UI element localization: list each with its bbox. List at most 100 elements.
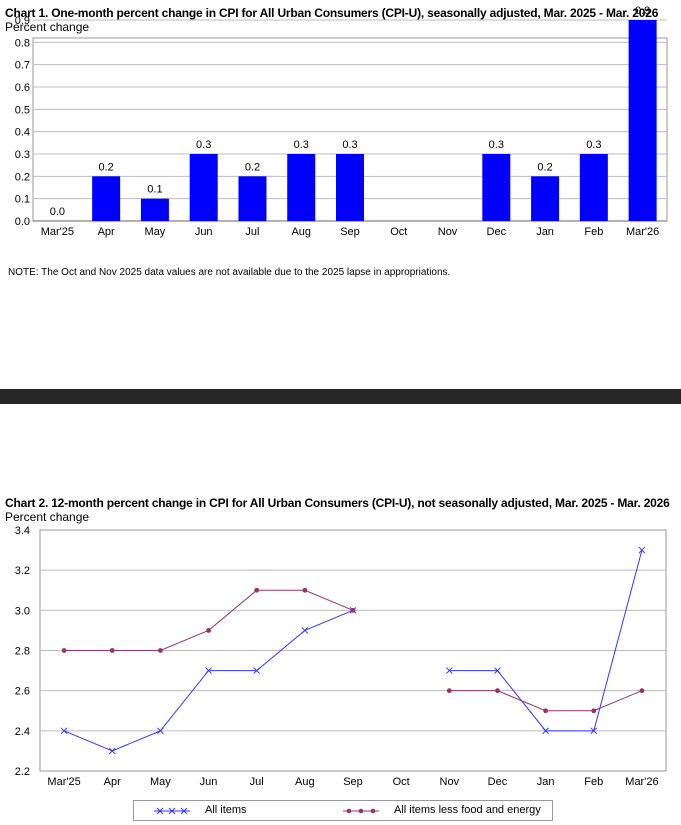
- chart1-data-label: 0.1: [147, 184, 162, 196]
- chart2-x-tick-label: Sep: [343, 776, 363, 788]
- chart2-title: Chart 2. 12-month percent change in CPI …: [5, 496, 670, 510]
- chart2-y-tick-label: 2.8: [15, 646, 30, 658]
- chart2-point-core: [543, 708, 549, 714]
- chart2-point-core: [639, 688, 645, 694]
- chart1-bar: [579, 154, 608, 221]
- chart1-x-tick-label: Mar'26: [626, 226, 659, 238]
- chart1-bar: [238, 176, 267, 221]
- chart2-y-tick-label: 3.0: [15, 605, 30, 617]
- chart1-y-tick-label: 0.3: [15, 149, 30, 161]
- chart2-point-all-items: [494, 667, 501, 674]
- chart1-data-label: 0.2: [537, 161, 552, 173]
- chart1-bar: [628, 20, 657, 221]
- chart2-x-tick-label: May: [150, 776, 171, 788]
- chart1-bar: [189, 154, 218, 221]
- chart2-point-all-items: [638, 546, 646, 554]
- chart2-point-core: [157, 648, 163, 653]
- chart1-x-tick-label: Nov: [438, 226, 458, 238]
- chart1-y-tick-label: 0.6: [15, 82, 30, 94]
- chart1-bar: [482, 154, 511, 221]
- chart2-point-all-items: [301, 627, 309, 634]
- chart1-bar: [531, 176, 560, 221]
- chart2-point-core: [591, 708, 597, 714]
- chart1-x-tick-label: Jan: [536, 226, 554, 238]
- chart2-x-tick-label: Oct: [393, 776, 410, 788]
- chart2-point-all-items: [157, 727, 164, 735]
- chart1-bar: [336, 154, 364, 221]
- legend-all-items-label: All items: [205, 804, 247, 816]
- chart1-y-tick-label: 0.2: [15, 171, 30, 183]
- chart1-bar: [287, 154, 316, 221]
- legend-core-marker: [343, 808, 379, 814]
- chart1-y-tick-label: 0.8: [15, 37, 30, 49]
- chart2-x-tick-label: Jun: [200, 776, 218, 788]
- chart1-y-tick-label: 0.4: [15, 127, 30, 139]
- legend-all-items-marker: [154, 807, 190, 815]
- chart2-legend: All items All items less food and energy: [133, 800, 553, 821]
- legend-core-label: All items less food and energy: [394, 804, 541, 816]
- chart2-x-tick-label: Mar'25: [47, 776, 80, 788]
- chart2-line-all-items: [449, 549, 643, 732]
- chart2-line-core: [449, 690, 643, 712]
- chart1-x-tick-label: Aug: [291, 226, 311, 238]
- chart1-title: Chart 1. One-month percent change in CPI…: [5, 6, 659, 20]
- chart1-bar-chart: 0.0 0.1 0.2 0.3 0.4 0.5 0.6 0.7 0.8 0.9 Mar'25 0.0 A…: [15, 5, 668, 238]
- chart1-data-label: 0.3: [196, 139, 211, 151]
- chart2-point-all-items: [445, 667, 453, 674]
- chart1-x-tick-label: Jun: [195, 226, 213, 238]
- chart2-point-all-items: [205, 667, 212, 674]
- chart2-y-tick-label: 2.2: [15, 766, 30, 778]
- chart2-y-tick-label: 3.4: [15, 525, 30, 537]
- chart2-x-tick-label: Nov: [440, 776, 460, 788]
- chart2-point-all-items: [542, 727, 549, 735]
- chart2-y-tick-label: 2.4: [15, 726, 30, 738]
- chart2-point-core: [61, 648, 67, 653]
- chart1-y-tick-label: 0.7: [15, 60, 30, 72]
- chart2-y-tick-label: 2.6: [15, 686, 30, 698]
- chart1-y-tick-label: 0.9: [15, 15, 30, 27]
- chart1-x-tick-label: Dec: [487, 226, 507, 238]
- chart1-x-tick-label: Apr: [98, 226, 115, 238]
- chart1-data-label: 0.3: [342, 139, 357, 151]
- chart2-x-tick-label: Jan: [537, 776, 555, 788]
- chart2-point-core: [302, 587, 308, 593]
- chart1-x-tick-label: Oct: [390, 226, 407, 238]
- chart1-y-tick-label: 0.5: [15, 104, 30, 116]
- chart2-point-core: [495, 688, 500, 694]
- chart2-point-core: [254, 587, 260, 593]
- chart2-point-core: [206, 628, 211, 633]
- chart1-x-tick-label: Mar'25: [41, 226, 74, 238]
- chart1-data-label: 0.2: [245, 161, 260, 173]
- chart2-x-tick-label: Aug: [295, 776, 315, 788]
- chart1-x-tick-label: Jul: [245, 226, 259, 238]
- chart1-data-label: 0.3: [294, 139, 309, 151]
- chart2-point-all-items: [108, 747, 116, 755]
- chart1-data-label: 0.9: [635, 5, 650, 17]
- chart2-point-core: [109, 648, 115, 653]
- chart1-x-tick-label: Feb: [584, 226, 603, 238]
- section-divider: [0, 389, 681, 404]
- chart2-point-all-items: [60, 727, 68, 735]
- chart1-y-tick-label: 0.0: [15, 216, 30, 228]
- chart1-bar: [140, 198, 169, 221]
- chart2-x-tick-label: Feb: [584, 776, 603, 788]
- chart2-point-all-items: [590, 727, 598, 735]
- chart2-x-tick-label: Apr: [104, 776, 121, 788]
- chart1-data-label: 0.3: [586, 139, 601, 151]
- chart1-data-label: 0.0: [50, 206, 65, 218]
- chart1-y-axis-label: Percent change: [5, 20, 90, 34]
- chart1-note: NOTE: The Oct and Nov 2025 data values a…: [8, 267, 451, 278]
- chart2-x-tick-label: Mar'26: [625, 776, 658, 788]
- chart2-point-core: [446, 688, 452, 694]
- chart1-data-label: 0.2: [99, 161, 114, 173]
- chart1-x-tick-label: May: [145, 226, 166, 238]
- chart1-data-label: 0.3: [489, 139, 504, 151]
- chart2-x-tick-label: Dec: [488, 776, 508, 788]
- chart1-x-tick-label: Sep: [340, 226, 360, 238]
- chart1-bar: [92, 176, 121, 221]
- chart2-x-tick-label: Jul: [250, 776, 264, 788]
- chart2-point-core: [350, 607, 356, 613]
- chart2-y-tick-label: 3.2: [15, 565, 30, 577]
- chart1-y-tick-label: 0.1: [15, 194, 30, 206]
